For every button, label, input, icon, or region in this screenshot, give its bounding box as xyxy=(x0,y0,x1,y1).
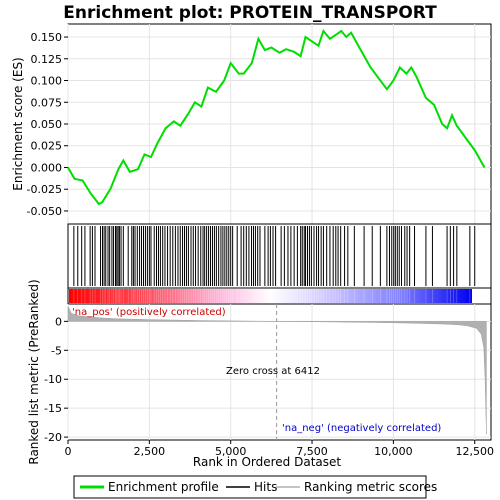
legend-hits-label: Hits xyxy=(254,480,277,494)
x-axis-tick-label: 2,500 xyxy=(134,445,166,458)
x-axis-tick-label: 7,500 xyxy=(296,445,328,458)
x-axis-ticks: 0 2,500 5,000 7,500 10,000 12,500 xyxy=(65,440,494,458)
es-y-tick-label: 0.150 xyxy=(31,31,63,44)
es-y-tick-label: 0.075 xyxy=(31,96,63,109)
x-axis-tick-label: 10,000 xyxy=(374,445,413,458)
metric-y-tick-label: -15 xyxy=(44,402,62,415)
hits-panel xyxy=(67,223,492,289)
es-y-tick-label: 0.100 xyxy=(31,75,63,88)
es-y-tick-label: 0.125 xyxy=(31,53,63,66)
metric-y-tick-label: -20 xyxy=(44,431,62,444)
negative-correlated-label: 'na_neg' (negatively correlated) xyxy=(282,423,441,434)
metric-y-tick-label: -5 xyxy=(51,344,62,357)
chart-title: Enrichment plot: PROTEIN_TRANSPORT xyxy=(63,3,437,23)
es-y-tick-label: 0.050 xyxy=(31,118,63,131)
es-y-ticks: -0.050 -0.025 0.000 0.025 0.050 0.075 0.100 0.1… xyxy=(27,31,68,218)
metric-panel xyxy=(67,303,492,441)
es-y-axis-label: Enrichment score (ES) xyxy=(11,57,25,190)
zero-cross-label: Zero cross at 6412 xyxy=(226,366,320,377)
metric-y-ticks: 0 -5 -10 -15 -20 xyxy=(44,315,68,444)
x-axis-tick-label: 5,000 xyxy=(215,445,247,458)
x-axis-label: Rank in Ordered Dataset xyxy=(193,455,341,469)
es-y-tick-label: -0.025 xyxy=(27,183,62,196)
rank-color-bar-fill xyxy=(69,289,472,303)
metric-y-tick-label: 0 xyxy=(55,315,62,328)
x-axis-tick-label: 12,500 xyxy=(455,445,494,458)
metric-y-axis-label: Ranked list metric (PreRanked) xyxy=(27,279,41,464)
es-y-tick-label: 0.000 xyxy=(31,161,63,174)
hit-marks xyxy=(73,226,476,286)
es-y-tick-label: -0.050 xyxy=(27,205,62,218)
ranking-metric-area xyxy=(67,306,487,435)
enrichment-profile-line xyxy=(67,28,486,206)
metric-y-tick-label: -10 xyxy=(44,373,62,386)
es-y-tick-label: 0.025 xyxy=(31,140,63,153)
legend-profile-label: Enrichment profile xyxy=(108,480,219,494)
positive-correlated-label: 'na_pos' (positively correlated) xyxy=(72,307,226,318)
legend-metric-label: Ranking metric scores xyxy=(304,480,437,494)
rank-color-bar-stripes xyxy=(73,289,476,303)
x-axis-tick-label: 0 xyxy=(65,445,72,458)
